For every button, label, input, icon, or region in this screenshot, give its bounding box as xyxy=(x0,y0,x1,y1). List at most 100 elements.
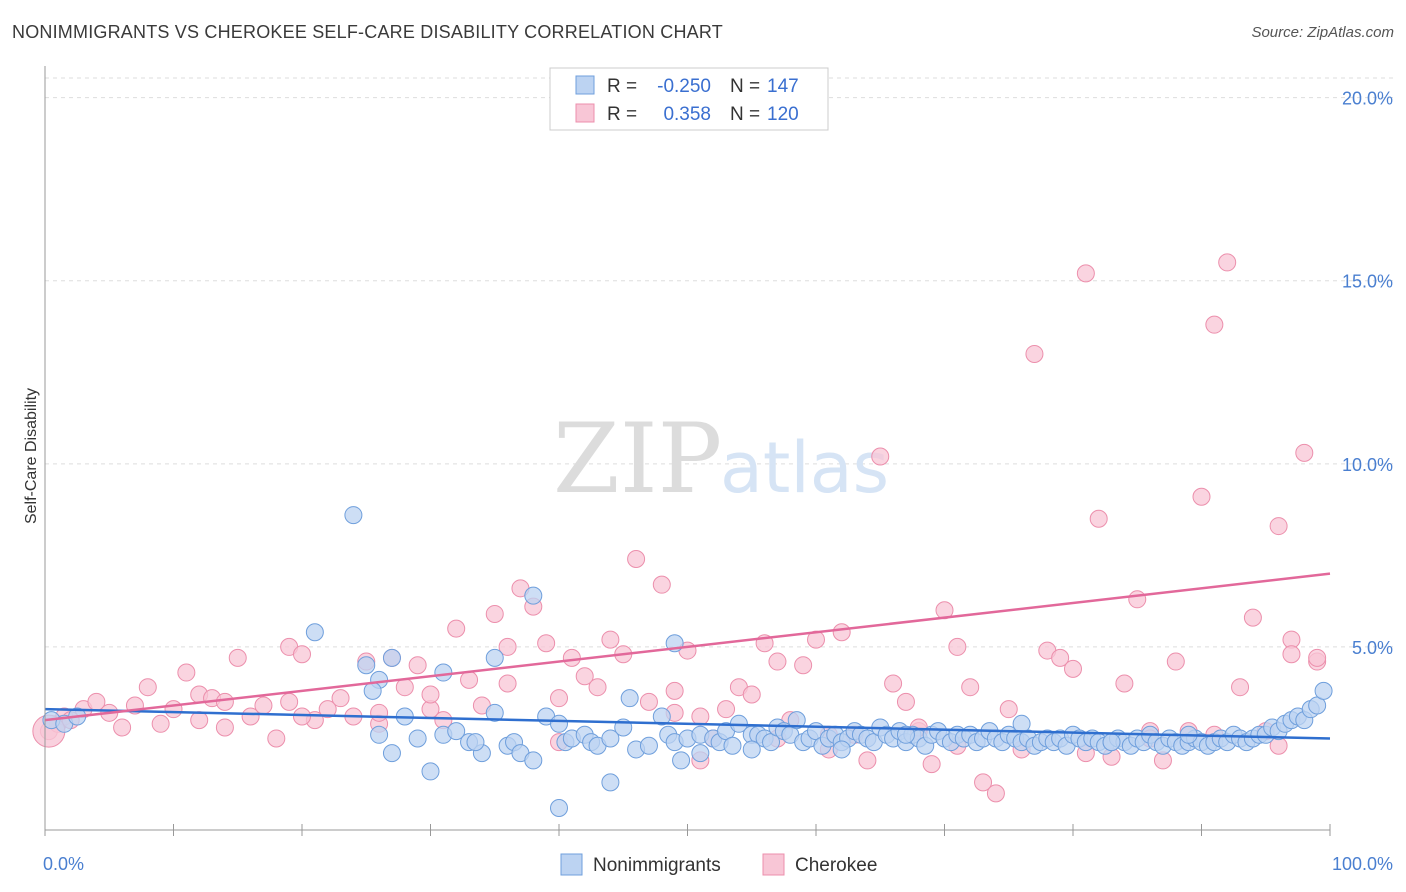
cherokee-point-48 xyxy=(639,692,658,711)
cherokee-point-41 xyxy=(550,689,568,708)
legend-cherokee-swatch xyxy=(762,853,785,876)
cherokee-point-58 xyxy=(768,652,787,671)
cherokee-point-80 xyxy=(1051,648,1070,667)
watermark: ZIP atlas xyxy=(553,403,889,515)
nonimmigrants-points xyxy=(42,506,1333,818)
nonimmigrants-point-11 xyxy=(524,586,543,605)
nonimmigrants-point-39 xyxy=(652,707,671,726)
x-tick-label-0: 0.0% xyxy=(43,854,84,874)
nonimmigrants-point-146 xyxy=(896,725,915,744)
nonimmigrants-point-36 xyxy=(620,689,639,708)
nonimmigrants-point-143 xyxy=(466,733,485,752)
cherokee-point-99 xyxy=(1295,443,1314,462)
nonimmigrants-point-13 xyxy=(370,725,389,744)
cherokee-point-68 xyxy=(896,692,915,711)
cherokee-point-40 xyxy=(537,634,556,653)
cherokee-point-47 xyxy=(627,550,646,569)
cherokee-point-86 xyxy=(1128,590,1147,609)
cherokee-trend-line xyxy=(44,572,1331,722)
legend-r-value-2: 0.358 xyxy=(663,104,711,125)
cherokee-point-52 xyxy=(691,707,710,726)
nonimmigrants-point-42 xyxy=(672,751,691,770)
nonimmigrants-point-16 xyxy=(408,729,427,748)
cherokee-point-114 xyxy=(421,685,440,704)
cherokee-point-37 xyxy=(498,637,517,656)
cherokee-point-18 xyxy=(254,696,273,715)
nonimmigrants-point-17 xyxy=(421,762,440,781)
cherokee-point-94 xyxy=(1231,678,1250,697)
nonimmigrants-point-19 xyxy=(447,722,466,741)
nonimmigrants-point-142 xyxy=(601,773,620,792)
cherokee-point-11 xyxy=(164,700,183,719)
nonimmigrants-point-4 xyxy=(305,623,324,642)
cherokee-point-112 xyxy=(190,711,209,730)
nonimmigrants-point-8 xyxy=(363,681,382,700)
nonimmigrants-point-38 xyxy=(639,736,658,755)
cherokee-point-89 xyxy=(1166,652,1185,671)
cherokee-point-23 xyxy=(318,700,337,719)
nonimmigrants-point-145 xyxy=(832,740,851,759)
y-axis-label: Self-Care Disability xyxy=(23,388,40,524)
legend-cherokee-label: Cherokee xyxy=(795,855,877,876)
cherokee-point-81 xyxy=(1064,659,1082,678)
cherokee-point-9 xyxy=(138,678,157,697)
cherokee-point-56 xyxy=(742,685,761,704)
cherokee-point-33 xyxy=(447,619,466,638)
cherokee-point-97 xyxy=(1269,517,1288,536)
cherokee-point-15 xyxy=(215,718,234,737)
tick-labels: 5.0% 10.0% 15.0% 20.0% 0.0% 100.0% xyxy=(43,89,1393,874)
cherokee-point-21 xyxy=(293,645,311,664)
y-tick-label-2: 15.0% xyxy=(1342,272,1393,292)
cherokee-point-83 xyxy=(1089,509,1108,528)
nonimmigrants-point-141 xyxy=(550,799,568,818)
legend-r-value-1: -0.250 xyxy=(657,76,711,97)
cherokee-point-110 xyxy=(1282,645,1301,664)
cherokee-point-19 xyxy=(267,729,286,748)
cherokee-point-113 xyxy=(293,707,311,726)
legend-n-label-2: N = xyxy=(730,104,760,125)
cherokee-point-45 xyxy=(601,630,620,649)
cherokee-point-49 xyxy=(652,575,671,594)
cherokee-point-44 xyxy=(588,678,607,697)
cherokee-point-24 xyxy=(331,689,350,708)
cherokee-point-93 xyxy=(1218,253,1237,272)
legend-n-value-2: 120 xyxy=(767,104,799,125)
cherokee-point-60 xyxy=(794,656,813,675)
cherokee-point-67 xyxy=(884,674,903,693)
x-tick-label-1: 100.0% xyxy=(1332,854,1393,874)
nonimmigrants-point-6 xyxy=(357,656,376,675)
cherokee-point-103 xyxy=(370,703,389,722)
y-tick-label-0: 5.0% xyxy=(1352,638,1393,658)
series-legend: Nonimmigrants Cherokee xyxy=(560,853,877,876)
watermark-zip: ZIP xyxy=(553,403,722,515)
nonimmigrants-point-34 xyxy=(601,729,620,748)
nonimmigrants-point-14 xyxy=(382,744,401,763)
cherokee-point-65 xyxy=(858,751,877,770)
cherokee-point-104 xyxy=(498,674,517,693)
cherokee-point-29 xyxy=(395,678,414,697)
cherokee-point-34 xyxy=(460,670,479,689)
chart-title: NONIMMIGRANTS VS CHEROKEE SELF-CARE DISA… xyxy=(12,22,723,42)
legend-n-label-1: N = xyxy=(730,76,760,97)
correlation-legend: R = -0.250 N = 147 R = 0.358 N = 120 xyxy=(549,67,829,131)
legend-r-label-2: R = xyxy=(607,104,637,125)
watermark-atlas: atlas xyxy=(720,427,889,509)
nonimmigrants-point-57 xyxy=(787,711,806,730)
cherokee-point-70 xyxy=(922,755,941,774)
nonimmigrants-point-139 xyxy=(1314,681,1333,700)
nonimmigrants-point-28 xyxy=(550,714,568,733)
grid-lines xyxy=(45,77,1395,648)
nonimmigrants-point-148 xyxy=(1102,733,1121,752)
nonimmigrants-point-9 xyxy=(382,648,401,667)
cherokee-point-74 xyxy=(974,773,993,792)
cherokee-point-102 xyxy=(280,692,299,711)
cherokee-point-101 xyxy=(215,692,234,711)
nonimmigrants-point-5 xyxy=(434,663,453,682)
y-tick-label-1: 10.0% xyxy=(1342,455,1393,475)
cherokee-points xyxy=(32,253,1327,803)
cherokee-point-111 xyxy=(1308,648,1327,667)
legend-nonimmigrants-swatch xyxy=(560,853,583,876)
cherokee-point-63 xyxy=(832,623,851,642)
nonimmigrants-point-26 xyxy=(524,751,543,770)
cherokee-point-30 xyxy=(408,656,427,675)
